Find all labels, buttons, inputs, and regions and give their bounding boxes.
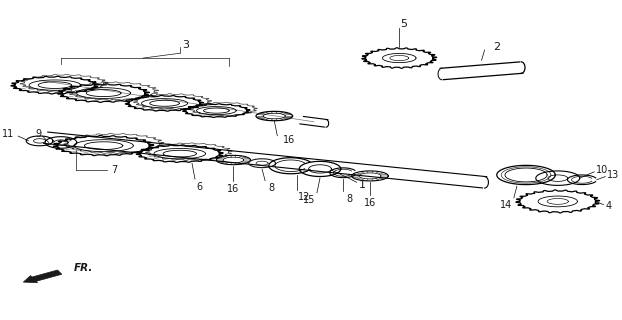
Text: 7: 7 — [111, 164, 117, 174]
Text: 9: 9 — [35, 129, 42, 139]
Text: 14: 14 — [500, 200, 513, 211]
Text: 10: 10 — [595, 165, 608, 175]
Text: 4: 4 — [605, 201, 611, 211]
Text: 1: 1 — [359, 180, 366, 189]
Text: 13: 13 — [606, 170, 619, 180]
Text: 12: 12 — [298, 192, 310, 202]
Text: 2: 2 — [493, 42, 500, 52]
Text: 11: 11 — [2, 129, 14, 139]
Text: 16: 16 — [227, 184, 239, 194]
Text: 16: 16 — [364, 197, 376, 208]
Text: 8: 8 — [346, 194, 352, 204]
FancyArrow shape — [23, 270, 62, 283]
Text: 15: 15 — [303, 196, 315, 205]
Text: 3: 3 — [182, 40, 189, 50]
Text: 5: 5 — [401, 19, 407, 28]
Text: 16: 16 — [284, 135, 295, 145]
Text: 6: 6 — [197, 182, 203, 192]
Text: FR.: FR. — [73, 263, 93, 273]
Text: 8: 8 — [268, 183, 274, 193]
